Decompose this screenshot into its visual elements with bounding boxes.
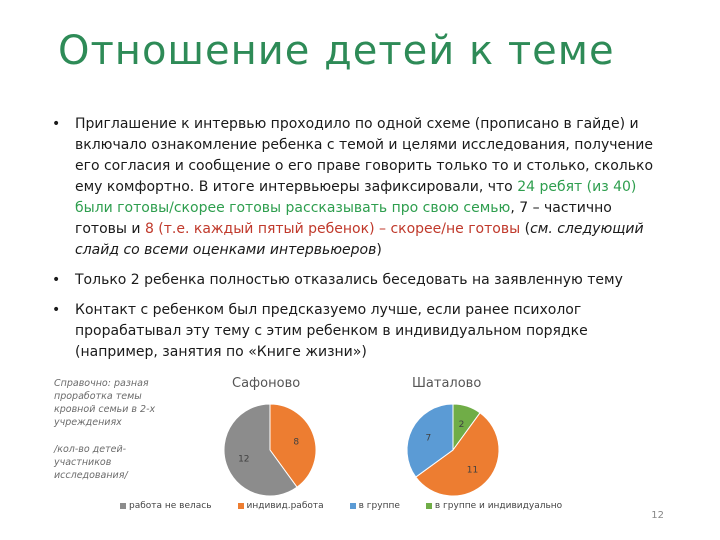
- pie-value-label-safonovo-0: 8: [293, 438, 299, 448]
- bullet-item-refusals: Только 2 ребенка полностью отказались бе…: [50, 270, 660, 291]
- legend-label: в группе и индивидуально: [434, 501, 563, 511]
- pie-slice-safonovo-1: [223, 403, 298, 497]
- pie-slice-safonovo-0: [269, 403, 317, 488]
- slide-title: Отношение детей к теме: [58, 28, 615, 74]
- legend-item: в группе: [349, 501, 400, 511]
- reference-note-line: /кол-во детей-участников исследования/: [54, 444, 128, 481]
- bullet-item-invitation: Приглашение к интервью проходило по одно…: [50, 114, 660, 261]
- pie-slice-shatalovo-2: [406, 403, 454, 478]
- legend-swatch-icon: [349, 503, 356, 509]
- chart-legend: работа не велась индивид.работа в группе…: [120, 501, 640, 511]
- legend-item: работа не велась: [120, 501, 212, 511]
- bullet-text: ): [376, 242, 382, 258]
- pie-value-label-shatalovo-1: 11: [467, 466, 478, 476]
- bullet-text: Контакт с ребенком был предсказуемо лучш…: [75, 302, 588, 360]
- legend-swatch-icon: [425, 503, 432, 509]
- legend-label: в группе: [358, 501, 400, 511]
- pie-value-label-safonovo-1: 12: [238, 455, 249, 465]
- next-slide-reference: см. следующий слайд со всеми оценками ин…: [75, 221, 644, 258]
- highlight-ready-count: 24 ребят (из 40) были готовы/скорее гото…: [75, 179, 637, 216]
- reference-note-line: Справочно: разная проработка темы кровно…: [54, 378, 156, 428]
- pie-value-label-shatalovo-2: 7: [426, 434, 432, 444]
- legend-label: индивид.работа: [246, 501, 324, 511]
- legend-item: в группе и индивидуально: [425, 501, 563, 511]
- pie-title-safonovo: Сафоново: [232, 376, 301, 391]
- page-number: 12: [651, 510, 664, 521]
- legend-swatch-icon: [237, 503, 244, 509]
- pie-slice-shatalovo-1: [415, 412, 500, 497]
- bullet-text: Приглашение к интервью проходило по одно…: [75, 116, 654, 195]
- bullet-text: Только 2 ребенка полностью отказались бе…: [75, 272, 623, 288]
- bullet-item-contact: Контакт с ребенком был предсказуемо лучш…: [50, 300, 660, 363]
- pie-title-shatalovo: Шаталово: [412, 376, 482, 391]
- reference-note: Справочно: разная проработка темы кровно…: [54, 377, 169, 496]
- legend-label: работа не велась: [129, 501, 212, 511]
- highlight-not-ready-count: 8 (т.е. каждый пятый ребенок) – скорее/н…: [144, 221, 521, 237]
- bullet-text: (: [520, 221, 531, 237]
- pie-value-label-shatalovo-0: 2: [459, 420, 465, 430]
- bullet-text: , 7 – частично готовы и: [75, 200, 612, 237]
- legend-swatch-icon: [120, 503, 126, 509]
- bullet-list: Приглашение к интервью проходило по одно…: [50, 114, 660, 372]
- legend-item: индивид.работа: [237, 501, 324, 511]
